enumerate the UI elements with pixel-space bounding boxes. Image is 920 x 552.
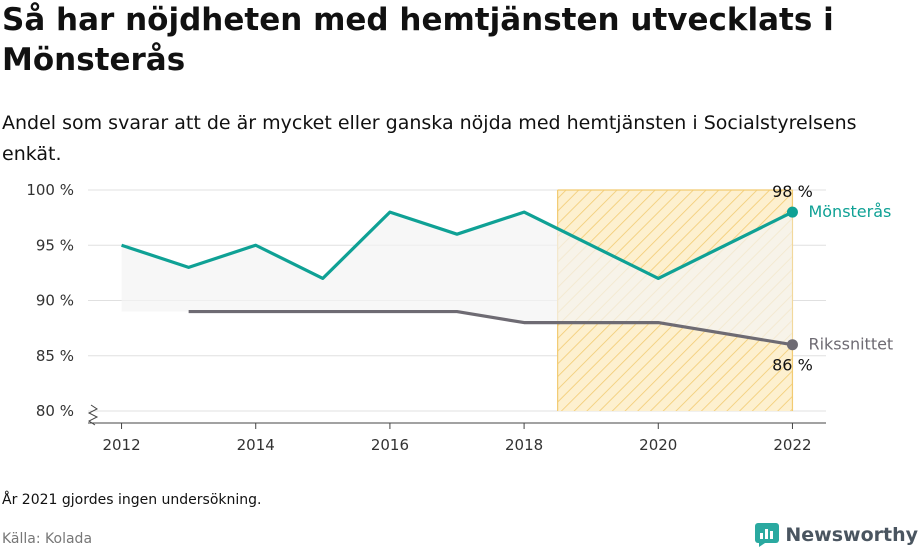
x-tick-label: 2014 [237,436,275,454]
series-end-point [786,206,798,218]
x-tick-label: 2016 [371,436,409,454]
x-tick-label: 2012 [102,436,140,454]
series-end-value-label: 86 % [772,356,813,375]
axis-break-icon [87,404,99,426]
y-tick-label: 85 % [36,347,74,365]
newsworthy-logo-icon [755,523,780,547]
x-tick-label: 2018 [505,436,543,454]
chart-source: Källa: Kolada [2,531,93,547]
y-tick-label: 95 % [36,236,74,254]
series-line [121,210,794,280]
range-band [121,212,793,345]
y-tick-label: 80 % [36,402,74,420]
y-tick-label: 90 % [36,292,74,310]
series-end-value-label: 98 % [772,182,813,201]
newsworthy-logo: Newsworthy [755,520,918,550]
x-tick-label: 2020 [639,436,677,454]
brand-name: Newsworthy [785,524,918,546]
series-end-point [786,339,798,351]
y-tick-label: 100 % [26,181,74,199]
chart-title: Så har nöjdheten med hemtjänsten utveckl… [2,2,834,78]
series-name-label: Mönsterås [808,202,891,221]
line-chart: 80 % 85 % 90 % 95 % 100 % 2012 2014 2016 2018 202… [26,181,893,454]
series-line [188,309,793,347]
x-tick-label: 2022 [773,436,811,454]
series-name-label: Rikssnittet [808,335,893,354]
chart-subtitle: Andel som svarar att de är mycket eller … [2,112,857,165]
chart-note: År 2021 gjordes ingen undersökning. [2,492,262,508]
